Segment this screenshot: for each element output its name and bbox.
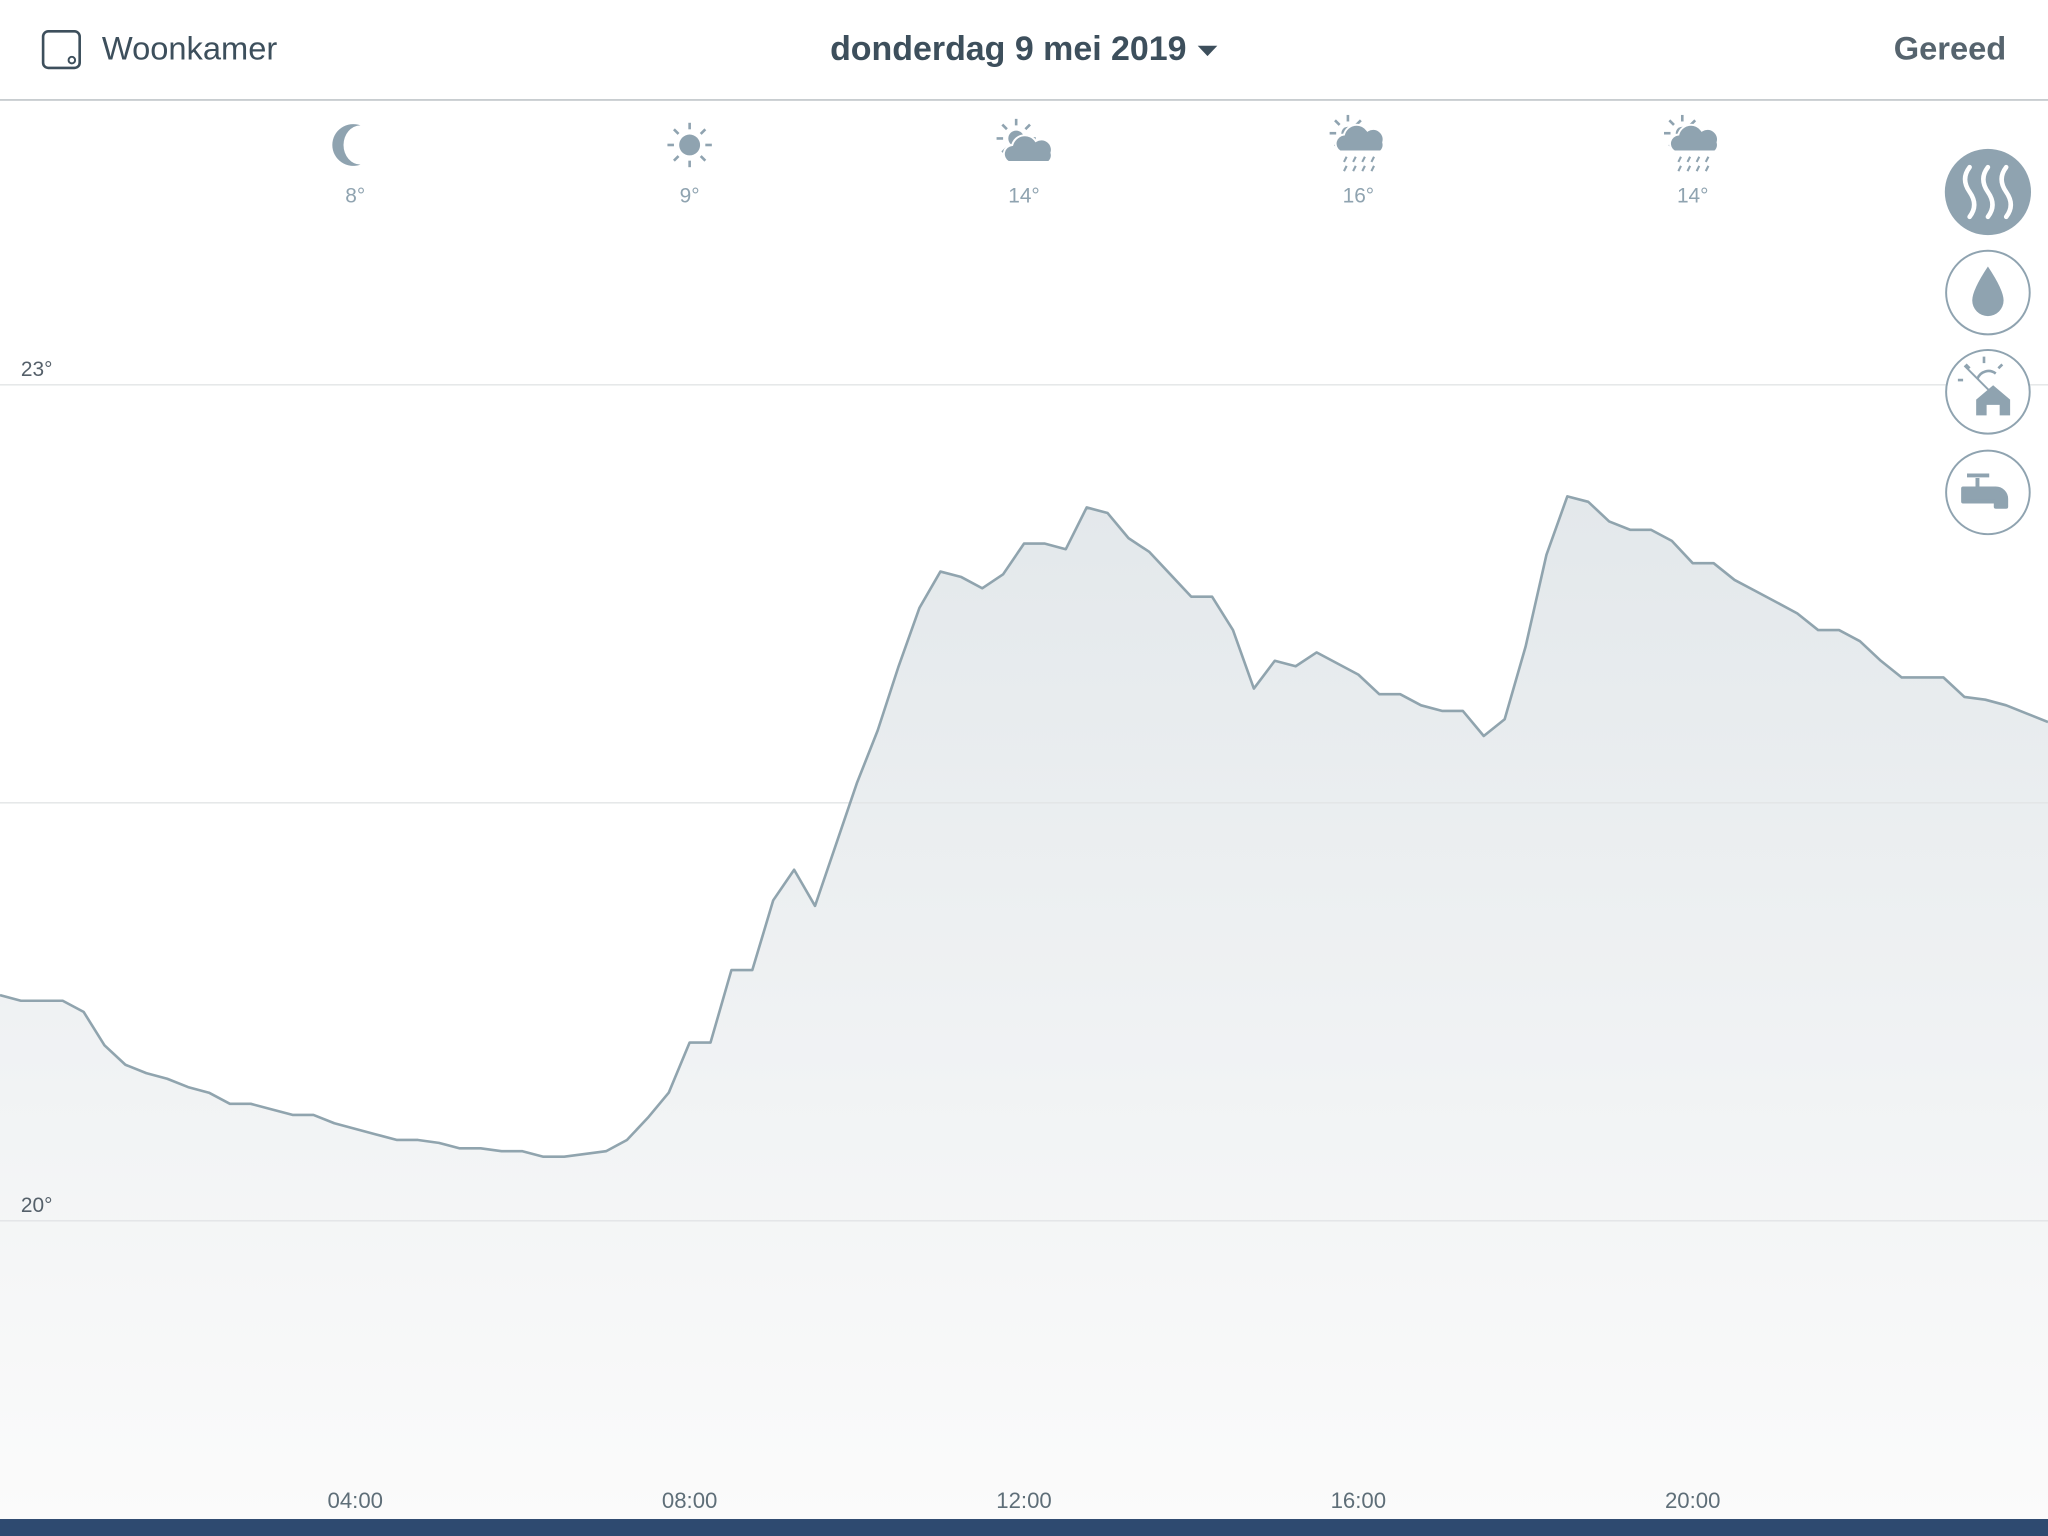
x-tick-label: 16:00 <box>1331 1488 1387 1513</box>
sun-ray <box>673 128 680 135</box>
weather-row: 8° 9° 14° 16° 14° <box>332 114 1719 208</box>
sun <box>679 134 701 156</box>
sun-ray <box>1001 123 1008 131</box>
rain-drop <box>1677 156 1682 163</box>
rain-drop <box>1361 165 1366 172</box>
date-picker[interactable]: donderdag 9 mei 2019 <box>830 30 1218 68</box>
rain-drop <box>1370 165 1375 172</box>
weather-temp: 14° <box>1008 185 1040 208</box>
drop-icon <box>1972 266 2004 317</box>
rain-drop <box>1704 165 1710 172</box>
x-tick-label: 08:00 <box>662 1488 718 1513</box>
date-title: donderdag 9 mei 2019 <box>830 30 1186 68</box>
dropdown-caret <box>1197 45 1218 57</box>
bottom-bar <box>0 1519 2048 1536</box>
heating-icon <box>1962 164 2014 220</box>
weather-item: 14° <box>1663 114 1719 208</box>
weather-temp: 16° <box>1343 185 1375 208</box>
rain-drop <box>1686 165 1692 172</box>
header-bg <box>0 0 2048 100</box>
sun-ray <box>1024 123 1031 131</box>
x-tick-label: 20:00 <box>1665 1488 1721 1513</box>
sun-icon <box>1957 356 2004 382</box>
room-button[interactable]: Woonkamer <box>41 30 277 70</box>
room-icon <box>41 30 81 70</box>
rain-drop <box>1704 156 1710 163</box>
rain-drop <box>1352 165 1357 172</box>
house-icon <box>1976 385 2011 416</box>
moon <box>332 124 361 166</box>
heating-button[interactable] <box>1944 148 2032 236</box>
x-tick-label: 12:00 <box>996 1488 1052 1513</box>
rain-drop <box>1695 165 1701 172</box>
y-tick-label: 20° <box>21 1194 53 1217</box>
tap-icon <box>1961 473 2009 509</box>
sun-ray <box>1668 119 1675 126</box>
sun-ray <box>673 155 680 162</box>
sun-ray <box>699 155 707 162</box>
x-tick-label: 04:00 <box>327 1488 383 1513</box>
rain-drop <box>1343 156 1348 163</box>
rain-drop <box>1677 165 1682 172</box>
humidity-button[interactable] <box>1945 249 2031 336</box>
rain-drop <box>1695 156 1701 163</box>
plot: 20° 23° 04:00 08:00 12:00 16:00 20:00 <box>0 358 2048 1520</box>
weather-item: 9° <box>667 122 712 208</box>
cloud <box>1002 134 1053 163</box>
weather-temp: 9° <box>680 185 700 208</box>
rain-drop <box>1370 156 1375 163</box>
slash-icon <box>1963 365 2009 410</box>
rain-drop <box>1361 156 1366 163</box>
done-button[interactable]: Gereed <box>1894 30 2007 67</box>
sun-ray <box>699 128 707 135</box>
temperature-line <box>0 495 2048 1159</box>
weather-temp: 8° <box>345 185 365 208</box>
weather-temp: 14° <box>1677 185 1709 208</box>
rain-drop <box>1343 165 1348 172</box>
weather-item: 14° <box>996 118 1053 208</box>
rain-drop <box>1352 156 1357 163</box>
sun-ray <box>1334 119 1341 126</box>
weather-item: 16° <box>1329 114 1385 208</box>
water-button[interactable] <box>1945 449 2031 536</box>
cloud <box>1334 123 1385 153</box>
room-icon-dot <box>67 55 77 65</box>
outdoor-button[interactable] <box>1945 349 2031 435</box>
y-tick-label: 23° <box>21 358 53 381</box>
weather-item: 8° <box>332 124 365 208</box>
rain-drop <box>1686 156 1692 163</box>
area-fill <box>0 496 2048 1520</box>
room-name: Woonkamer <box>102 30 277 67</box>
cloud <box>1668 123 1719 153</box>
